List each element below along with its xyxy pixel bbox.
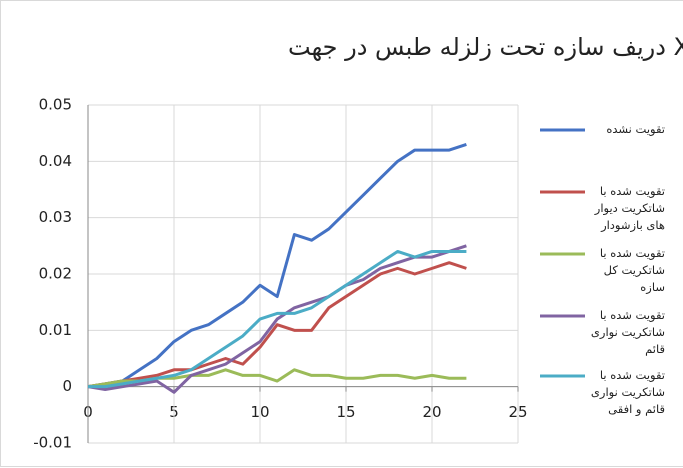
legend-label: تقویت شده با شاتکریت نواری قائم bbox=[590, 308, 665, 356]
y-tick-label: 0.01 bbox=[39, 321, 72, 339]
legend-label: تقویت شده با شاتکریت نواری قائم و افقی bbox=[590, 368, 665, 416]
series-line bbox=[87, 244, 467, 394]
legend-label: تقویت نشده bbox=[606, 122, 665, 136]
y-tick-label: -0.01 bbox=[33, 434, 72, 452]
y-tick-label: 0.04 bbox=[39, 152, 72, 170]
series-line bbox=[87, 261, 467, 389]
legend-label: تقویت شده با شاتکریت کل سازه bbox=[599, 246, 665, 294]
chart-title: دريف سازه تحت زلزله طبس در جهت X bbox=[288, 33, 683, 61]
legend-label: تقویت شده با شاتکریت دیوار های بازشودار bbox=[594, 184, 665, 232]
y-tick-label: 0.03 bbox=[39, 208, 72, 226]
series-line bbox=[88, 249, 467, 389]
y-tick-label: 0.05 bbox=[39, 96, 72, 114]
y-tick-label: 0 bbox=[62, 377, 72, 395]
series-line bbox=[87, 143, 467, 389]
y-tick-label: 0.02 bbox=[39, 265, 72, 283]
